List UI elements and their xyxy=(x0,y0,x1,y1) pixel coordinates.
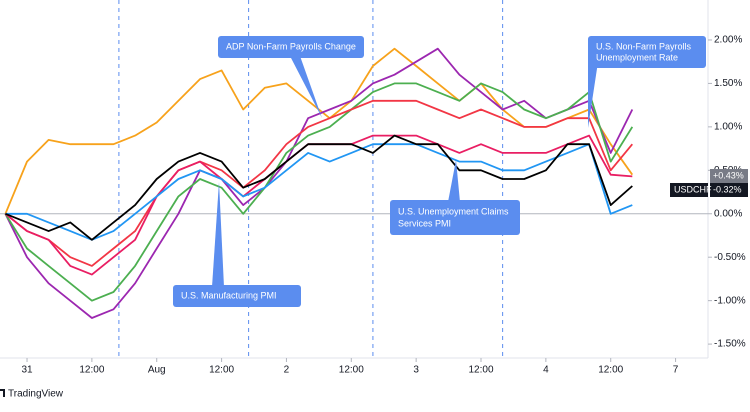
note-box xyxy=(588,36,706,68)
x-tick-label: 12:00 xyxy=(79,365,104,376)
arrow xyxy=(290,56,322,118)
note-text: U.S. Unemployment Claims xyxy=(398,206,509,216)
series-line xyxy=(4,82,634,302)
x-tick-label: 4 xyxy=(543,365,549,376)
x-tick-label: 31 xyxy=(21,365,33,376)
series-line xyxy=(5,143,633,241)
symbol-label: USDCHF xyxy=(674,184,712,194)
x-tick-label: 7 xyxy=(673,365,679,376)
annotation: ADP Non-Farm Payrolls Change xyxy=(218,36,364,118)
plot: 2.00%1.50%1.00%0.50%0.00%-0.50%-1.00%-1.… xyxy=(0,0,746,376)
annotation: U.S. Non-Farm Payrolls Unemployment Rate xyxy=(588,36,706,128)
note-text: Unemployment Rate xyxy=(596,52,678,62)
series-line xyxy=(4,99,633,267)
price-label-box xyxy=(710,169,748,183)
y-tick-label: -1.50% xyxy=(714,339,746,350)
symbol-box xyxy=(670,183,708,197)
note-text: Services PMI xyxy=(398,218,451,228)
brand-logo xyxy=(0,389,5,397)
y-tick-label: 1.00% xyxy=(714,122,742,133)
x-tick-label: 2 xyxy=(284,365,290,376)
annotation: U.S. Manufacturing PMI xyxy=(173,182,301,307)
x-tick-label: 12:00 xyxy=(598,365,623,376)
y-tick-label: 2.00% xyxy=(714,35,742,46)
brand: TradingView xyxy=(8,389,64,400)
note-text: U.S. Manufacturing PMI xyxy=(181,290,277,300)
note-box xyxy=(218,36,364,58)
x-tick-label: 12:00 xyxy=(339,365,364,376)
note-box xyxy=(173,285,301,307)
price-label: -0.32% xyxy=(713,184,742,194)
annotation: U.S. Unemployment Claims Services PMI xyxy=(390,160,520,235)
x-tick-label: 3 xyxy=(413,365,419,376)
y-tick-label: 0.00% xyxy=(714,208,742,219)
series-line xyxy=(4,47,634,319)
x-tick-label: 12:00 xyxy=(468,365,493,376)
arrow xyxy=(212,182,224,287)
note-text: ADP Non-Farm Payrolls Change xyxy=(226,41,356,51)
x-tick-label: Aug xyxy=(148,365,166,376)
y-tick-label: -0.50% xyxy=(714,252,746,263)
arrow xyxy=(588,62,598,128)
y-tick-label: -1.00% xyxy=(714,295,746,306)
y-tick-label: 1.50% xyxy=(714,78,742,89)
note-box xyxy=(390,200,520,235)
note-text: U.S. Non-Farm Payrolls xyxy=(596,41,692,51)
price-label-box xyxy=(710,183,748,197)
price-label: +0.43% xyxy=(713,170,744,180)
x-tick-label: 12:00 xyxy=(209,365,234,376)
arrow xyxy=(448,160,460,202)
series-line xyxy=(5,134,633,241)
